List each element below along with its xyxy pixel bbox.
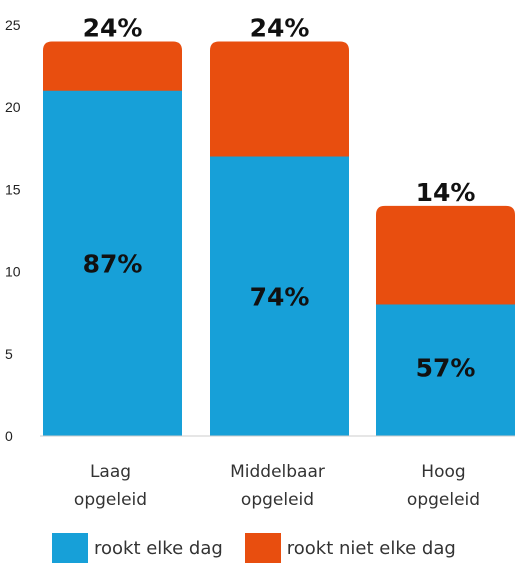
y-tick-label: 5: [5, 346, 13, 362]
y-tick-label: 15: [5, 181, 21, 197]
legend: rookt elke dag rookt niet elke dag: [52, 532, 478, 564]
legend-item-not-daily: rookt niet elke dag: [244, 533, 456, 563]
bars: [43, 41, 515, 436]
x-category-label: Middelbaar: [230, 462, 325, 482]
bar-segment-daily: [43, 90, 182, 436]
bar-total-label: 24%: [83, 13, 143, 42]
legend-label-daily: rookt elke dag: [94, 537, 223, 559]
bar-segment-daily: [210, 156, 349, 436]
y-axis-ticks: 0 5 10 15 20 25: [5, 17, 21, 444]
y-tick-label: 25: [5, 17, 21, 33]
bar-inner-label: 87%: [83, 249, 143, 278]
x-category-label: opgeleid: [74, 490, 147, 510]
bar-inner-label: 74%: [250, 282, 310, 311]
x-axis-categories: Laag opgeleid Middelbaar opgeleid Hoog opgele…: [74, 462, 480, 510]
bar-total-label: 24%: [250, 13, 310, 42]
x-category-label: Hoog: [421, 462, 465, 482]
legend-label-not-daily: rookt niet elke dag: [286, 537, 456, 559]
x-category-label: opgeleid: [407, 490, 480, 510]
bar-inner-label: 57%: [416, 353, 476, 382]
bar-segment-daily: [376, 304, 515, 436]
x-category-label: Laag: [90, 462, 131, 482]
legend-item-daily: rookt elke dag: [52, 533, 223, 563]
y-tick-label: 0: [5, 428, 13, 444]
legend-swatch-not-daily: [244, 533, 281, 563]
bar-total-label: 14%: [416, 178, 476, 207]
y-tick-label: 20: [5, 99, 21, 115]
bar-labels: 24% 87% 24% 74% 14% 57%: [83, 13, 476, 382]
y-tick-label: 10: [5, 264, 21, 280]
legend-swatch-daily: [52, 533, 88, 563]
x-category-label: opgeleid: [241, 490, 314, 510]
